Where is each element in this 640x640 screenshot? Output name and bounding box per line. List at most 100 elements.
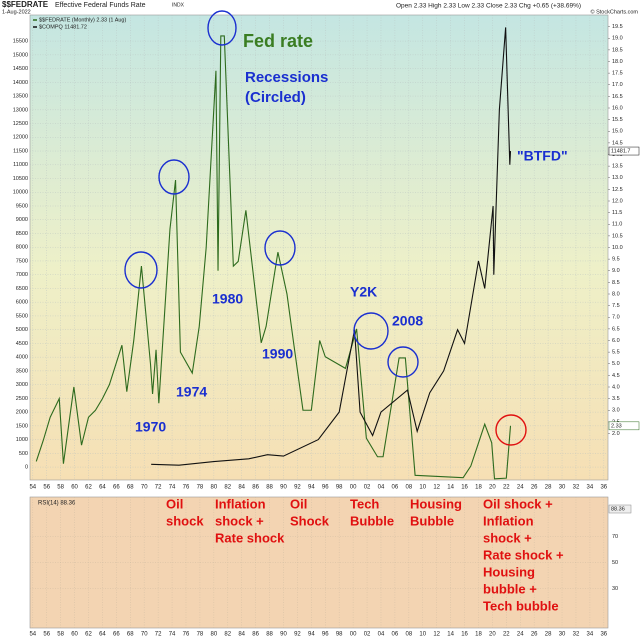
annotation: Inflation [215,496,266,511]
y-tick-label: 11000 [13,162,28,168]
x-tick-label: 74 [169,485,176,491]
x-tick-label: 66 [113,632,120,638]
x-tick-label: 74 [169,632,176,638]
x-tick-label: 56 [43,485,50,491]
x-tick-label: 14 [447,485,454,491]
y-tick-label: 3000 [16,382,28,388]
subtitle: Effective Federal Funds Rate [55,2,146,9]
x-tick-label: 86 [252,632,259,638]
y-tick-label: 1000 [16,437,28,443]
x-tick-label: 22 [503,632,510,638]
x-tick-label: 88 [266,632,273,638]
x-tick-label: 64 [99,632,106,638]
x-tick-label: 30 [559,485,566,491]
x-tick-label: 90 [280,485,287,491]
y2-tick-label: 11.0 [612,222,622,228]
circle [264,230,296,266]
y-tick-label: 15000 [13,52,28,58]
y2-tick-label: 4.5 [612,373,620,379]
x-tick-label: 08 [405,632,412,638]
last-value-box [608,146,640,156]
annotation: Tech bubble [483,598,559,613]
y-tick-label: 7500 [16,258,28,264]
y-tick-label: 1500 [16,423,28,429]
y2-tick-label: 3.5 [612,396,620,402]
annotation: Rate shock + [483,547,564,562]
x-tick-label: 78 [197,485,204,491]
annotation: bubble + [483,581,537,596]
y2-tick-label: 15.0 [612,129,623,135]
legend-label: $COMPQ 11481.72 [39,24,87,30]
x-tick-label: 12 [433,485,440,491]
y-tick-label: 5000 [16,327,28,333]
annotation: 2008 [392,313,423,329]
x-tick-label: 14 [447,632,454,638]
y-tick-label: 13500 [13,94,28,100]
annotation: 1974 [176,384,207,400]
x-tick-label: 68 [127,632,134,638]
y-tick-label: 2000 [16,410,28,416]
y-tick-label: 11500 [13,148,28,154]
annotation: Tech [350,496,379,511]
annotation: shock + [483,530,532,545]
y2-tick-label: 11.5 [612,210,622,216]
y2-tick-label: 14.5 [612,140,623,146]
y-tick-label: 0 [25,465,28,471]
x-tick-label: 60 [71,632,78,638]
date: 1-Aug-2022 [2,9,31,15]
y2-tick-label: 17.0 [612,82,623,88]
x-tick-label: 62 [85,632,92,638]
x-tick-label: 96 [322,485,329,491]
y2-tick-label: 6.5 [612,326,620,332]
circle [495,414,527,446]
y-tick-label: 3500 [16,368,28,374]
annotation: 1970 [135,419,166,435]
annotation: Rate shock [215,530,285,545]
y-tick-label: 12000 [13,135,28,141]
x-tick-label: 96 [322,632,329,638]
x-tick-label: 00 [350,485,357,491]
y-tick-label: 6500 [16,286,28,292]
x-tick-label: 54 [29,485,36,491]
x-tick-label: 64 [99,485,106,491]
y2-tick-label: 12.5 [612,187,623,193]
x-tick-label: 10 [419,485,426,491]
y-tick-label: 8500 [16,231,28,237]
x-tick-label: 88 [266,485,273,491]
legend-label: $$FEDRATE (Monthly) 2.33 (1 Aug) [39,17,126,23]
exchange: INDX [172,2,185,8]
x-tick-label: 84 [238,632,245,638]
annotation: Y2K [350,284,377,300]
x-tick-label: 70 [141,485,148,491]
y2-tick-label: 9.5 [612,257,620,263]
annotation: Oil shock + [483,496,553,511]
y2-tick-label: 2.0 [612,431,620,437]
x-tick-label: 04 [378,632,385,638]
annotation: Oil [290,496,307,511]
y-tick-label: 6000 [16,300,28,306]
y2-tick-label: 7.0 [612,315,620,321]
x-tick-label: 02 [364,632,371,638]
annotation: 1990 [262,346,293,362]
circle [158,159,190,195]
x-tick-label: 24 [517,632,524,638]
y-tick-label: 4500 [16,341,28,347]
rsi-label: RSI(14) 88.36 [38,501,76,507]
x-tick-label: 34 [587,485,594,491]
x-tick-label: 06 [392,485,399,491]
x-tick-label: 98 [336,485,343,491]
y2-tick-label: 5.5 [612,350,620,356]
x-tick-label: 90 [280,632,287,638]
rsi-tick-label: 30 [612,586,618,592]
x-tick-label: 86 [252,485,259,491]
last-value-label: 2.33 [611,423,622,429]
annotation: Fed rate [243,31,313,51]
annotation: Housing [483,564,535,579]
annotation: (Circled) [245,89,306,106]
x-tick-label: 80 [211,632,218,638]
y-tick-label: 2500 [16,396,28,402]
x-tick-label: 28 [545,485,552,491]
annotation-circles [124,10,527,446]
x-tick-label: 68 [127,485,134,491]
y2-tick-label: 10.0 [612,245,623,251]
